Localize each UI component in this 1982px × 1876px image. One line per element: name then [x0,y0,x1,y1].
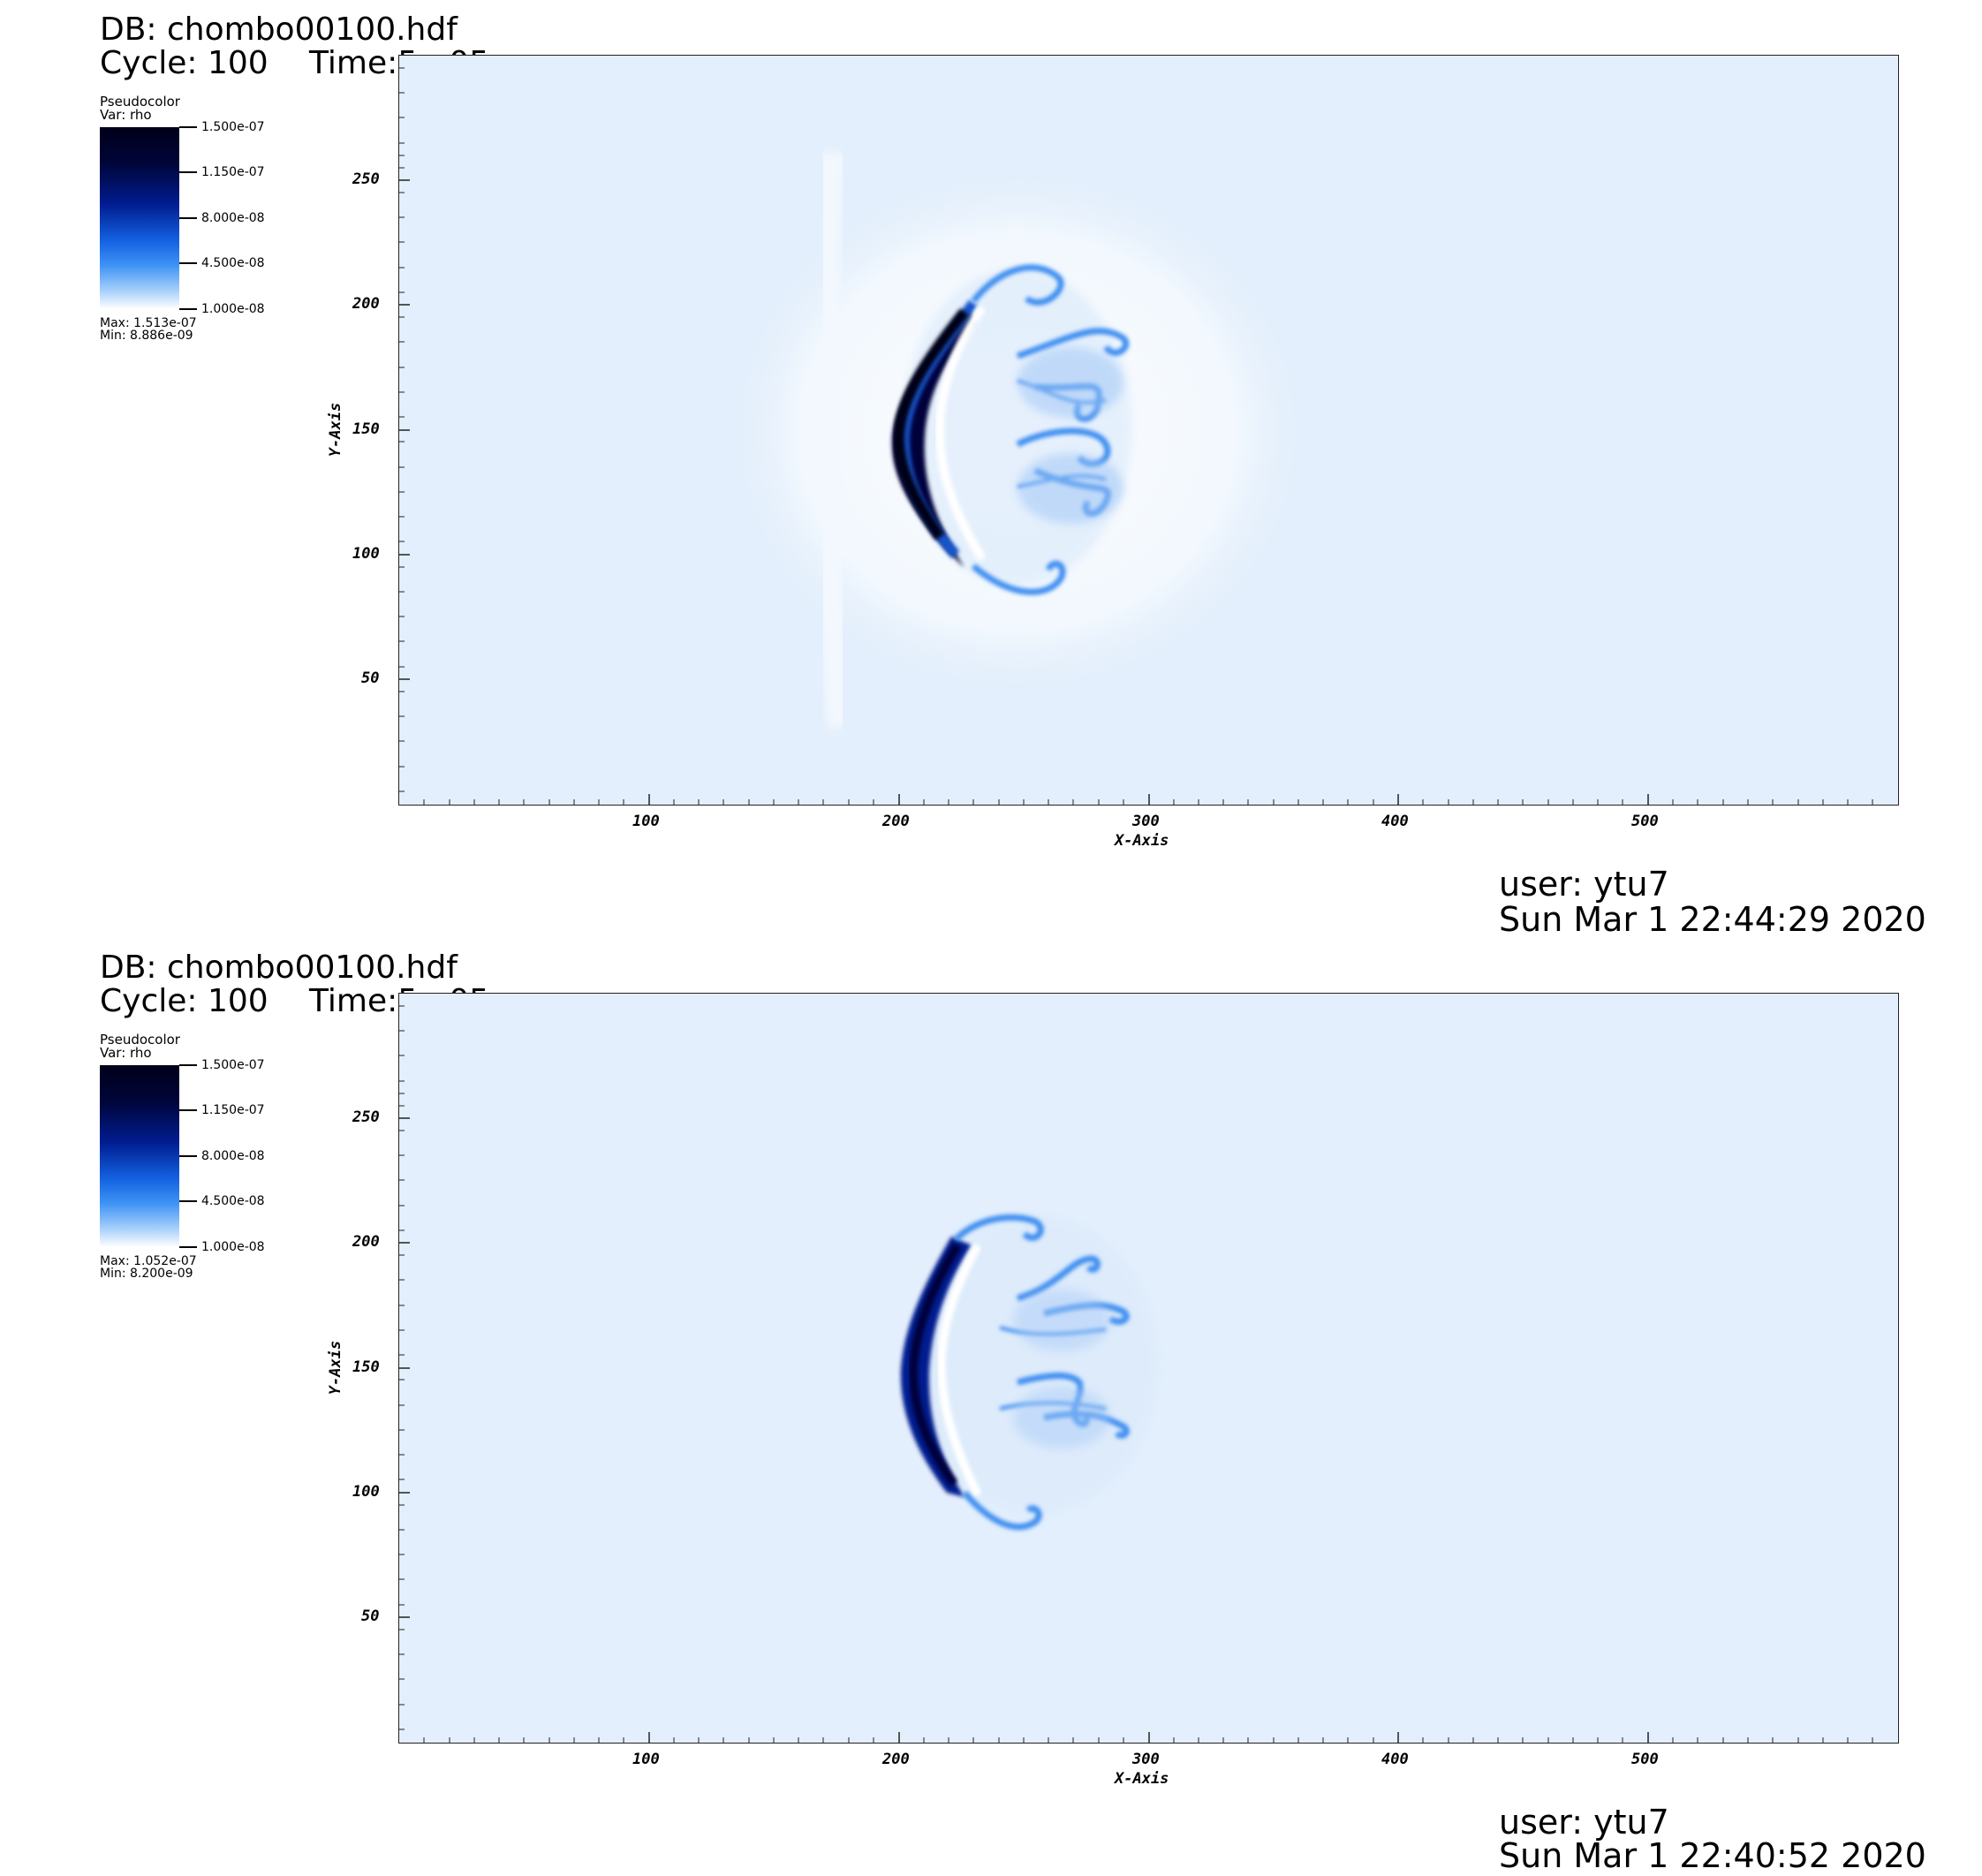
density-field [399,994,1898,1743]
x-tick-label: 200 [882,813,910,830]
colorbar-tick [179,262,197,264]
y-tick-label: 100 [352,1483,380,1501]
colorbar-tick [179,1200,197,1202]
legend-plot-type: Pseudocolor [100,94,180,110]
colorbar-tick [179,1064,197,1066]
visit-panel-bottom: DB: chombo00100.hdf Cycle: 100 Time:5e-0… [0,938,1982,1876]
colorbar-tick [179,217,197,219]
y-axis-title: Y-Axis [327,402,345,458]
cycle-label: Cycle: 100 [100,983,269,1019]
x-tick-label: 500 [1631,1751,1659,1768]
colorbar-label: 1.000e-08 [201,302,265,316]
x-tick-label: 200 [882,1751,910,1768]
user-label: user: ytu7 [1499,865,1669,904]
colorbar-label: 1.150e-07 [201,1103,265,1117]
y-tick-label: 150 [352,1358,380,1376]
legend-min: Min: 8.200e-09 [100,1267,193,1281]
colorbar-label: 1.500e-07 [201,1058,265,1072]
visit-panel-top: DB: chombo00100.hdf Cycle: 100 Time:5e-0… [100,11,1926,939]
db-label: DB: chombo00100.hdf [100,949,458,986]
colorbar-tick [179,308,197,310]
user-label: user: ytu7 [1499,1803,1669,1842]
colorbar-tick [179,1246,197,1248]
y-tick-label: 250 [352,1108,380,1126]
y-tick-label: 200 [352,295,380,313]
colorbar-label: 1.000e-08 [201,1240,265,1254]
x-axis-title: X-Axis [1115,1770,1169,1788]
plot-area [398,55,1899,806]
colorbar-label: 4.500e-08 [201,1194,265,1208]
y-tick-label: 50 [361,1607,380,1625]
date-label: Sun Mar 1 22:40:52 2020 [1499,1836,1926,1875]
date-label: Sun Mar 1 22:44:29 2020 [1499,900,1926,939]
y-tick-label: 100 [352,545,380,563]
y-minor-ticks [399,1005,405,1730]
y-tick-label: 250 [352,170,380,188]
density-field [399,56,1898,805]
x-axis-title: X-Axis [1115,832,1169,850]
colorbar-tick [179,126,197,128]
colorbar-tick [179,1155,197,1157]
legend-max: Max: 1.513e-07 [100,316,197,330]
y-minor-ticks [399,67,405,792]
y-tick-label: 200 [352,1233,380,1251]
colorbar [100,1065,179,1247]
colorbar-label: 8.000e-08 [201,1149,265,1163]
colorbar-label: 4.500e-08 [201,256,265,270]
cycle-label: Cycle: 100 [100,45,269,81]
colorbar-label: 1.150e-07 [201,165,265,179]
legend-var: Var: rho [100,1045,152,1061]
colorbar [100,127,179,309]
dense-front [900,1237,972,1497]
x-tick-label: 400 [1381,813,1409,830]
x-minor-ticks [423,1737,1873,1743]
major-ticks [399,1117,1649,1743]
x-tick-label: 300 [1132,813,1160,830]
colorbar-label: 1.500e-07 [201,120,265,134]
x-tick-label: 400 [1381,1751,1409,1768]
major-ticks [399,179,1649,805]
colorbar-tick [179,171,197,173]
y-tick-label: 150 [352,420,380,438]
colorbar-label: 8.000e-08 [201,211,265,225]
legend-var: Var: rho [100,107,152,123]
x-tick-label: 100 [632,1751,660,1768]
plot-area [398,993,1899,1744]
x-minor-ticks [423,799,1873,805]
y-axis-title: Y-Axis [327,1340,345,1396]
x-tick-label: 500 [1631,813,1659,830]
legend-plot-type: Pseudocolor [100,1032,180,1048]
y-tick-label: 50 [361,669,380,687]
colorbar-tick [179,1109,197,1111]
db-label: DB: chombo00100.hdf [100,11,458,48]
x-tick-label: 300 [1132,1751,1160,1768]
legend-max: Max: 1.052e-07 [100,1254,197,1268]
x-tick-label: 100 [632,813,660,830]
legend-min: Min: 8.886e-09 [100,329,193,343]
